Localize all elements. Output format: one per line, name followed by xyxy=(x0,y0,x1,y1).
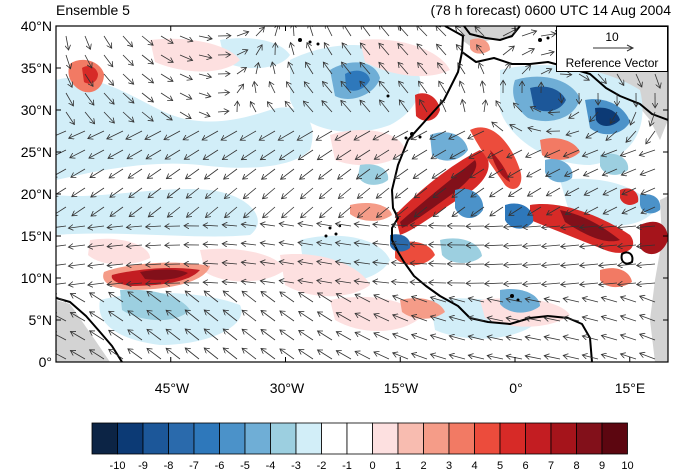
wind-vector xyxy=(429,283,446,284)
lat-label: 5°N xyxy=(2,312,52,328)
reference-label: Reference Vector xyxy=(557,56,667,70)
colorbar-box xyxy=(373,423,399,454)
colorbar-box xyxy=(475,423,501,454)
colorbar-label: -10 xyxy=(105,460,131,472)
colorbar-label: -1 xyxy=(334,460,360,472)
colorbar-box xyxy=(220,423,246,454)
lat-label: 35°N xyxy=(2,60,52,76)
lon-label: 15°E xyxy=(600,380,660,396)
colorbar-box xyxy=(322,423,348,454)
colorbar-label: 2 xyxy=(411,460,437,472)
colorbar-label: 3 xyxy=(436,460,462,472)
lon-label: 15°W xyxy=(371,380,431,396)
colorbar-box xyxy=(347,423,373,454)
colorbar-box xyxy=(296,423,322,454)
reference-arrow-icon xyxy=(593,44,635,52)
colorbar-box xyxy=(118,423,144,454)
colorbar-label: -7 xyxy=(181,460,207,472)
colorbar-box xyxy=(449,423,475,454)
lat-label: 0° xyxy=(2,354,52,370)
plot-area xyxy=(49,23,668,362)
colorbar-label: -4 xyxy=(258,460,284,472)
lon-label: 30°W xyxy=(257,380,317,396)
colorbar-box xyxy=(526,423,552,454)
colorbar-box xyxy=(602,423,628,454)
colorbar-box xyxy=(194,423,220,454)
wind-vector xyxy=(429,264,446,265)
colorbar-box xyxy=(500,423,526,454)
colorbar-box xyxy=(143,423,169,454)
colorbar-label: 7 xyxy=(538,460,564,472)
lat-label: 30°N xyxy=(2,102,52,118)
lon-label: 0° xyxy=(486,380,546,396)
lat-label: 10°N xyxy=(2,270,52,286)
wind-vector xyxy=(429,226,446,227)
colorbar-box xyxy=(271,423,297,454)
colorbar-label: -8 xyxy=(156,460,182,472)
colorbar-box xyxy=(169,423,195,454)
reference-magnitude: 10 xyxy=(557,30,667,44)
colorbar-box xyxy=(424,423,450,454)
lat-label: 15°N xyxy=(2,228,52,244)
colorbar-box xyxy=(92,423,118,454)
colorbar-box xyxy=(245,423,271,454)
colorbar-label: 1 xyxy=(385,460,411,472)
colorbar-label: 9 xyxy=(589,460,615,472)
colorbar-label: 6 xyxy=(513,460,539,472)
colorbar-label: -3 xyxy=(283,460,309,472)
colorbar-label: 10 xyxy=(615,460,641,472)
colorbar-box xyxy=(551,423,577,454)
colorbar-box xyxy=(577,423,603,454)
colorbar-label: -2 xyxy=(309,460,335,472)
lat-label: 25°N xyxy=(2,144,52,160)
lat-label: 20°N xyxy=(2,186,52,202)
colorbar-label: 4 xyxy=(462,460,488,472)
colorbar-label: -5 xyxy=(232,460,258,472)
wind-vector xyxy=(429,245,446,246)
lon-label: 45°W xyxy=(142,380,202,396)
colorbar-label: -6 xyxy=(207,460,233,472)
colorbar xyxy=(92,423,628,454)
colorbar-box xyxy=(398,423,424,454)
colorbar-label: 5 xyxy=(487,460,513,472)
colorbar-label: 0 xyxy=(360,460,386,472)
colorbar-label: 8 xyxy=(564,460,590,472)
reference-vector-legend: 10 Reference Vector xyxy=(556,26,668,72)
lat-label: 40°N xyxy=(2,18,52,34)
colorbar-label: -9 xyxy=(130,460,156,472)
